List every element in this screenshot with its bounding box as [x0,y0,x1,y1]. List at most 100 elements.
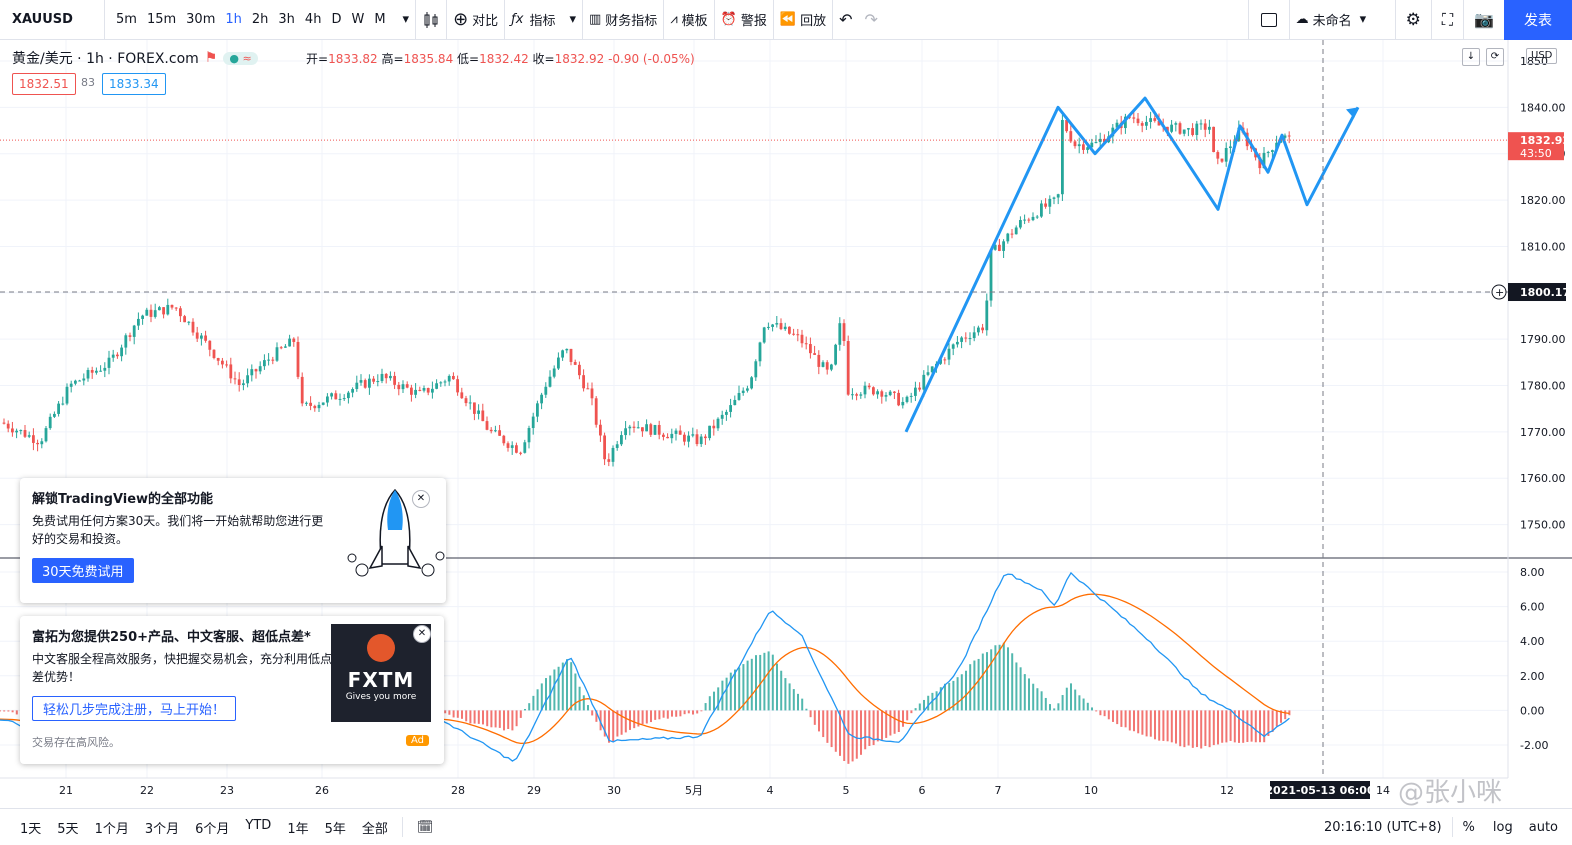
alarm-clock-icon: ⏰ [720,12,737,27]
range-4[interactable]: 6个月 [195,821,230,837]
candle-body [876,391,879,395]
candle [716,417,720,431]
range-0[interactable]: 1天 [20,821,42,837]
timeframe-30m[interactable]: 30m [186,12,216,27]
redo-button[interactable]: ↷ [864,10,878,29]
candle-body [704,436,707,439]
publish-button[interactable]: 发表 [1504,0,1572,40]
range-2[interactable]: 1个月 [94,821,129,837]
percent-toggle[interactable]: % [1462,819,1475,835]
candle-body [275,347,279,361]
candle [641,427,644,437]
clock[interactable]: 20:16:10 (UTC+8) [1323,819,1442,835]
range-group: 1天 5天 1个月 3个月 6个月 YTD 1年 5年 全部 [0,818,396,837]
register-button[interactable]: 轻松几步完成注册，马上开始！ [32,696,237,721]
candle-body [804,343,808,345]
open-value: 1833.82 [328,52,378,66]
candle-body [783,326,787,330]
candle-body [565,348,569,351]
candle [23,425,27,438]
timeframe-d[interactable]: D [331,12,342,27]
timeframe-w[interactable]: W [351,12,365,27]
range-7[interactable]: 5年 [324,821,346,837]
candle [586,382,590,390]
replay-button[interactable]: ⏪ 回放 [774,0,832,40]
candle-body [628,426,632,429]
snapshot-button[interactable]: 📷 [1464,0,1504,40]
chart-canvas[interactable]: 18501840.001830.001820.001810.001800.001… [0,40,1572,808]
timeframe-2h[interactable]: 2h [251,12,269,27]
indicators-button[interactable]: ƒx 指标 ▾ [505,0,582,40]
candle-body [300,376,304,404]
layout-select-button[interactable] [1249,0,1289,40]
undo-button[interactable]: ↶ [839,10,853,29]
candle [1216,150,1220,165]
candle-body [477,410,480,414]
candle [926,365,930,377]
reset-scale-button[interactable]: ⟳ [1486,48,1504,66]
candle [515,442,518,454]
symbol-search-button[interactable]: XAUUSD [12,12,73,27]
bid-price-box[interactable]: 1832.51 [12,73,76,95]
fullscreen-button[interactable]: ⛶ [1432,0,1463,40]
date-range-button[interactable]: 🗓 [409,820,442,835]
candle [1052,196,1056,205]
candle [191,318,195,336]
fxtm-logo[interactable]: FXTM Gives you more [331,624,431,722]
candle [2,418,6,425]
candle [174,307,178,311]
zigzag-drawing[interactable] [904,96,1360,433]
log-toggle[interactable]: log [1492,819,1513,835]
currency-badge[interactable]: USD [1526,48,1558,64]
candle [271,356,275,365]
candle [15,428,18,439]
templates-button[interactable]: ⩘ 模板 [664,0,713,40]
settings-button[interactable]: ⚙ [1396,0,1431,40]
range-8[interactable]: 全部 [361,821,388,837]
candle [48,413,52,430]
range-5[interactable]: YTD [245,817,272,833]
candle [746,385,749,393]
candle-body [1258,157,1262,169]
last-price-label: 1832.92 [1520,134,1570,147]
candle-body [1170,124,1173,132]
candle-body [1023,219,1026,221]
alert-button[interactable]: ⏰ 警报 [715,0,773,40]
range-3[interactable]: 3个月 [144,821,180,837]
market-status-badge[interactable]: ● ≈ [223,51,258,65]
timeframe-3h[interactable]: 3h [278,12,295,27]
candle-body [578,364,581,376]
candle-body [1094,142,1098,144]
close-icon[interactable]: ✕ [412,490,430,508]
candle-body [699,436,703,445]
auto-toggle[interactable]: auto [1528,819,1558,835]
candle-body [170,304,174,308]
range-6[interactable]: 1年 [287,821,309,837]
compare-button[interactable]: ⊕ 对比 [447,0,504,40]
candle [977,325,980,336]
candle [494,425,497,433]
candle [498,424,501,436]
candle-body [548,376,552,387]
timeframe-15m[interactable]: 15m [146,12,177,27]
chart-type-button[interactable] [416,0,446,40]
timeframe-4h[interactable]: 4h [304,12,322,27]
close-icon[interactable]: ✕ [413,625,431,643]
countdown-label: 43:50 [1520,147,1552,160]
range-1[interactable]: 5天 [57,821,79,837]
candle [678,425,682,435]
time-tick-label: 23 [220,784,234,797]
timeframe-m[interactable]: M [374,12,386,27]
timeframe-5m[interactable]: 5m [116,12,137,27]
candle-body [884,395,888,397]
candle [800,329,804,348]
timeframe-1h[interactable]: 1h [225,12,242,27]
free-trial-button[interactable]: 30天免费试用 [32,558,134,583]
scroll-down-button[interactable]: ↓ [1462,48,1480,66]
financials-button[interactable]: ▥ 财务指标 [583,0,663,40]
candle-body [65,386,69,404]
timeframe-dropdown[interactable]: ▾ [402,12,410,27]
save-layout-button[interactable]: ☁ 未命名 ▾ [1290,0,1395,40]
candle-body [485,421,489,430]
ask-price-box[interactable]: 1833.34 [102,73,166,95]
